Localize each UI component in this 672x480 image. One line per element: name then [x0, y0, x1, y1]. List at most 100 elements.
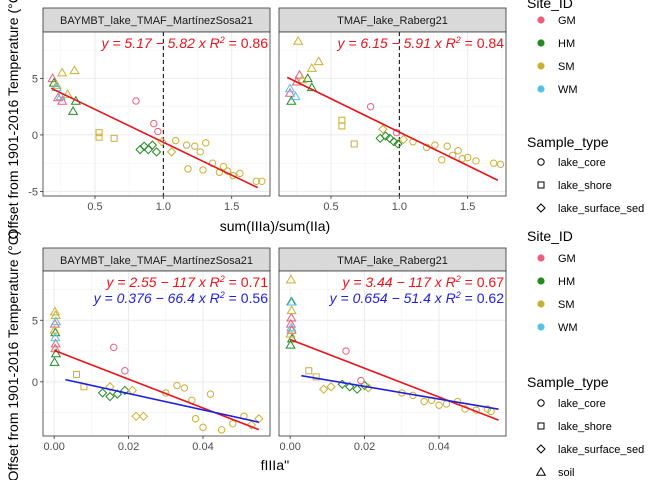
- legend-key-shape: [537, 158, 545, 166]
- data-point: [55, 91, 66, 101]
- data-point: [306, 82, 317, 92]
- legend-item-label: GM: [558, 15, 576, 27]
- data-point: [297, 74, 308, 84]
- legend-key-swatch: [537, 254, 545, 262]
- data-point: [420, 397, 428, 406]
- data-point: [50, 332, 61, 342]
- legend-key-shape: [537, 422, 545, 430]
- data-point: [173, 381, 181, 390]
- r2-value: 0.84: [477, 35, 504, 51]
- legend-item-label: lake_shore: [558, 421, 612, 433]
- y-tick-label: 0: [32, 377, 38, 389]
- data-point: [202, 139, 210, 147]
- data-point: [154, 127, 162, 136]
- legend-key-swatch: [537, 300, 545, 308]
- strip-label: BAYMBT_lake_TMAF_MartínezSosa21: [60, 15, 253, 27]
- y-tick-label: 0: [32, 130, 38, 142]
- data-point: [120, 385, 130, 396]
- data-point: [50, 338, 61, 348]
- legend-key-swatch: [537, 39, 545, 47]
- data-point: [483, 405, 492, 413]
- data-point: [472, 157, 480, 165]
- legend-item-label: soil: [558, 467, 575, 479]
- data-point: [305, 367, 313, 375]
- legend-key-swatch: [537, 277, 545, 285]
- data-point: [246, 420, 257, 430]
- data-point: [286, 95, 297, 105]
- legend-item-label: lake_shore: [558, 180, 612, 192]
- data-point: [284, 87, 296, 97]
- data-point: [290, 91, 301, 101]
- fit-line: [286, 76, 499, 181]
- equation-text: y = 6.15 − 5.91 x: [336, 35, 442, 51]
- legend-key-swatch: [537, 85, 545, 93]
- data-point: [166, 147, 177, 157]
- data-point: [286, 312, 297, 322]
- legend-2: Sample_type lake_core lake_shore lake_surfa…: [527, 134, 644, 215]
- x-tick-label: 0.5: [87, 201, 102, 213]
- x-tick-label: 0.00: [279, 441, 300, 453]
- legend-title: Site_ID: [527, 228, 573, 244]
- data-point: [286, 333, 298, 343]
- legend-item-label: lake_core: [558, 398, 606, 410]
- x-tick-label: 0.04: [428, 441, 449, 453]
- legend-item-label: lake_surface_sed: [558, 203, 644, 215]
- strip: [278, 7, 507, 33]
- data-point: [219, 162, 228, 171]
- legend-key-swatch: [537, 323, 545, 331]
- legend-item-label: SM: [558, 61, 575, 73]
- data-point: [56, 95, 68, 105]
- y-axis-title-bottom: Offset from 1901-2016 Temperature (°C): [5, 231, 21, 480]
- data-point: [50, 348, 62, 358]
- legend-title: Sample_type: [527, 134, 609, 150]
- data-point: [357, 376, 365, 385]
- data-point: [438, 156, 446, 164]
- data-point: [110, 134, 118, 142]
- data-point: [454, 147, 462, 155]
- legend-item-label: WM: [558, 322, 578, 334]
- data-point: [69, 65, 80, 75]
- legend-item-label: WM: [558, 84, 578, 96]
- legend-3: Site_ID GM HM SM WM: [527, 228, 578, 334]
- data-point: [49, 356, 60, 366]
- legend-item-label: HM: [558, 276, 575, 288]
- x-tick-label: 0.5: [323, 201, 338, 213]
- data-point: [121, 367, 129, 375]
- r2-value: 0.62: [477, 290, 504, 306]
- data-point: [302, 73, 313, 83]
- legend-item-label: lake_surface_sed: [558, 444, 644, 456]
- y-tick-label: 5: [32, 73, 38, 85]
- data-point: [385, 133, 395, 144]
- x-tick-label: 1.5: [460, 201, 475, 213]
- equation-text: y = 3.44 − 117 x: [341, 274, 442, 290]
- fit-line: [50, 87, 259, 189]
- y-tick-label: -5: [28, 186, 38, 198]
- data-point: [72, 370, 80, 378]
- data-point: [97, 388, 108, 398]
- x-tick-label: 1.5: [224, 201, 239, 213]
- data-point: [151, 147, 162, 157]
- data-point: [285, 274, 297, 284]
- data-point: [131, 411, 141, 422]
- data-point: [292, 35, 304, 45]
- x-tick-label: 1.0: [156, 201, 171, 213]
- data-point: [286, 305, 297, 315]
- legend-key-shape: [536, 203, 546, 213]
- legend-key-swatch: [537, 62, 545, 70]
- equation-text: y = 2.55 − 117 x: [105, 274, 206, 290]
- data-point: [110, 343, 118, 352]
- x-tick-label: 1.0: [392, 201, 407, 213]
- data-point: [306, 62, 317, 72]
- data-point: [338, 116, 346, 124]
- data-point: [326, 382, 336, 392]
- plot-area: [279, 32, 506, 196]
- fit-line: [301, 374, 499, 410]
- legend-item-label: lake_core: [558, 157, 606, 169]
- data-point: [350, 140, 358, 148]
- data-point: [352, 384, 362, 394]
- data-point: [95, 133, 103, 141]
- data-point: [50, 327, 61, 337]
- data-point: [285, 328, 296, 338]
- data-point: [52, 92, 64, 102]
